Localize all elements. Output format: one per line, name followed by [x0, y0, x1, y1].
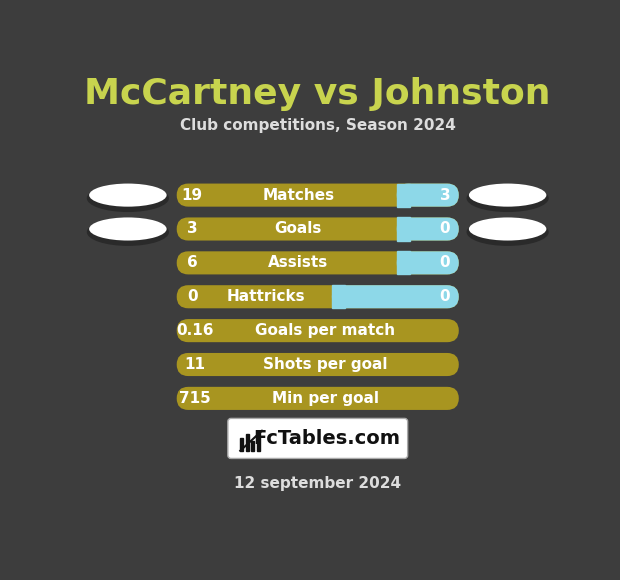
Ellipse shape: [469, 218, 546, 241]
Text: 3: 3: [440, 187, 450, 202]
FancyBboxPatch shape: [177, 319, 459, 342]
FancyBboxPatch shape: [228, 418, 408, 458]
FancyBboxPatch shape: [332, 285, 459, 309]
FancyBboxPatch shape: [177, 387, 459, 410]
Text: 11: 11: [185, 357, 206, 372]
Bar: [397, 218, 410, 241]
FancyBboxPatch shape: [177, 183, 459, 206]
Text: Assists: Assists: [268, 255, 329, 270]
FancyBboxPatch shape: [397, 251, 459, 274]
FancyBboxPatch shape: [177, 251, 459, 274]
Text: Shots per goal: Shots per goal: [264, 357, 388, 372]
Text: Goals per match: Goals per match: [255, 323, 396, 338]
Ellipse shape: [89, 183, 167, 206]
Text: 6: 6: [187, 255, 198, 270]
FancyBboxPatch shape: [397, 218, 459, 241]
Ellipse shape: [466, 184, 549, 212]
FancyBboxPatch shape: [397, 183, 459, 206]
Text: 0: 0: [440, 289, 450, 304]
Text: 12 september 2024: 12 september 2024: [234, 476, 401, 491]
Text: 0.16: 0.16: [177, 323, 214, 338]
Text: Goals: Goals: [275, 222, 322, 237]
Text: 715: 715: [179, 391, 211, 406]
Text: 0: 0: [440, 222, 450, 237]
Bar: [397, 183, 410, 206]
Text: FcTables.com: FcTables.com: [254, 429, 401, 448]
Text: Min per goal: Min per goal: [272, 391, 379, 406]
Text: 0: 0: [440, 255, 450, 270]
Bar: [251, 441, 254, 451]
Bar: [241, 438, 243, 451]
Bar: [257, 431, 260, 451]
Text: Hattricks: Hattricks: [226, 289, 305, 304]
FancyBboxPatch shape: [177, 218, 459, 241]
Text: McCartney vs Johnston: McCartney vs Johnston: [84, 77, 551, 111]
Text: 0: 0: [187, 289, 198, 304]
FancyBboxPatch shape: [177, 353, 459, 376]
FancyBboxPatch shape: [177, 285, 459, 309]
Ellipse shape: [87, 184, 169, 212]
Text: 19: 19: [182, 187, 203, 202]
Bar: [397, 251, 410, 274]
Ellipse shape: [466, 218, 549, 246]
Text: Club competitions, Season 2024: Club competitions, Season 2024: [180, 118, 456, 133]
Text: 3: 3: [187, 222, 198, 237]
Ellipse shape: [89, 218, 167, 241]
Bar: [246, 434, 249, 451]
Ellipse shape: [87, 218, 169, 246]
Ellipse shape: [469, 183, 546, 206]
Bar: [332, 285, 345, 309]
Text: Matches: Matches: [262, 187, 334, 202]
